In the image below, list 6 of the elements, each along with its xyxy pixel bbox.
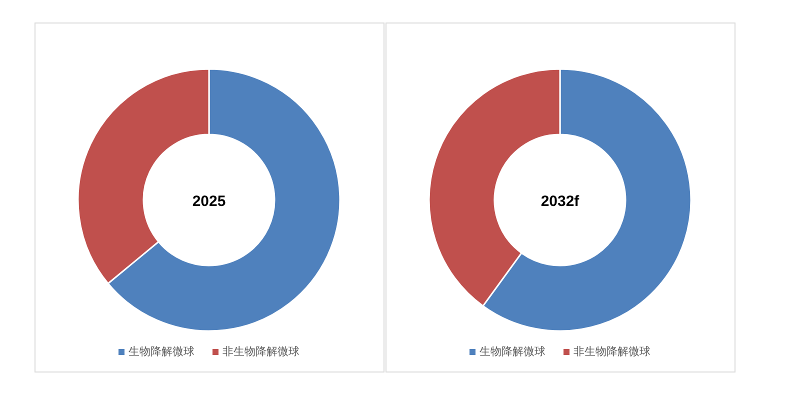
legend-label: 非生物降解微球 <box>222 345 300 358</box>
legend-label: 生物降解微球 <box>128 345 194 358</box>
text: 2025 <box>192 193 226 210</box>
legend-label: 非生物降解微球 <box>574 345 650 358</box>
legend-label: 生物降解微球 <box>480 345 546 358</box>
text: 2032f <box>540 193 580 210</box>
